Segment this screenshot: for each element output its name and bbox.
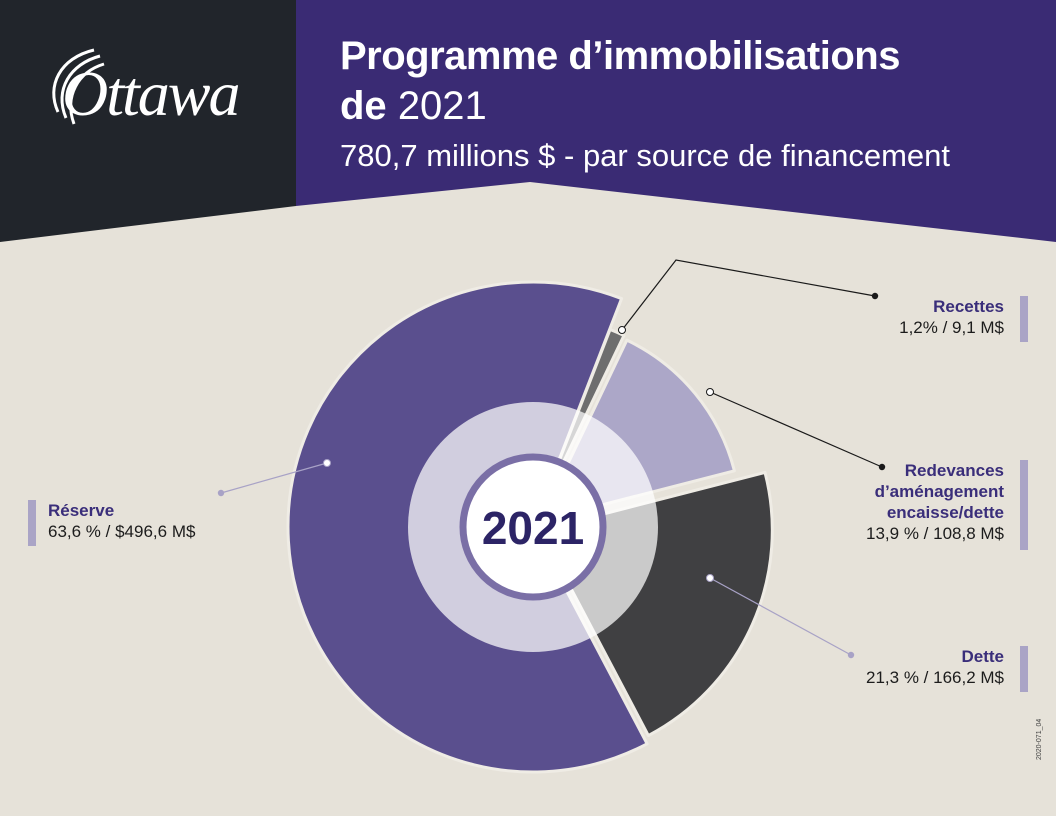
label-redevances-name1: Redevances <box>904 461 1004 480</box>
center-year-label: 2021 <box>482 502 584 554</box>
leader-dot-redevances-end <box>878 463 886 471</box>
leader-dot-recettes-end <box>871 292 879 300</box>
label-redevances-name2: d’aménagement <box>874 482 1004 501</box>
leader-line-recettes <box>621 259 876 331</box>
label-dette-value: 21,3 % / 166,2 M$ <box>866 668 1004 687</box>
leader-dot-reserve-end <box>217 489 225 497</box>
leader-dot-redevances-start <box>706 388 714 396</box>
ottawa-logo-swoosh <box>52 48 105 125</box>
label-dette-name: Dette <box>961 647 1004 666</box>
leader-lines <box>217 259 886 659</box>
leader-dot-dette-end <box>847 651 855 659</box>
label-dette: Dette 21,3 % / 166,2 M$ <box>866 646 1004 688</box>
ottawa-logo: Ottawa <box>62 58 240 129</box>
label-recettes: Recettes 1,2% / 9,1 M$ <box>899 296 1004 338</box>
label-reserve: Réserve 63,6 % / $496,6 M$ <box>48 500 195 542</box>
label-bar-dette <box>1020 646 1028 692</box>
page-title-line2: de 2021 <box>340 84 487 129</box>
label-reserve-value: 63,6 % / $496,6 M$ <box>48 522 196 541</box>
label-reserve-name: Réserve <box>48 501 115 520</box>
center-badge <box>459 453 607 601</box>
label-bar-redevances <box>1020 460 1028 550</box>
page-subtitle: 780,7 millions $ - par source de finance… <box>340 138 950 173</box>
header-purple-panel <box>296 0 1056 242</box>
document-code: 2020-071_04 <box>1036 718 1043 760</box>
title-year: 2021 <box>397 84 487 128</box>
page-title: Programme d’immobilisations <box>340 34 900 78</box>
leader-line-dette <box>709 577 852 656</box>
label-recettes-value: 1,2% / 9,1 M$ <box>899 318 1004 337</box>
title-de: de <box>340 84 387 128</box>
label-redevances-name3: encaisse/dette <box>886 503 1004 522</box>
leader-dot-recettes-start <box>618 326 626 334</box>
leader-dot-dette-start <box>706 574 714 582</box>
leader-dot-reserve-start <box>323 459 331 467</box>
label-bar-recettes <box>1020 296 1028 342</box>
label-bar-reserve <box>28 500 36 546</box>
label-redevances-value: 13,9 % / 108,8 M$ <box>866 524 1004 543</box>
label-recettes-name: Recettes <box>933 297 1004 316</box>
label-redevances: Redevances d’aménagement encaisse/dette … <box>866 460 1004 544</box>
leader-line-redevances <box>709 391 883 468</box>
header-dark-panel <box>0 0 296 242</box>
leader-line-reserve <box>220 462 328 494</box>
